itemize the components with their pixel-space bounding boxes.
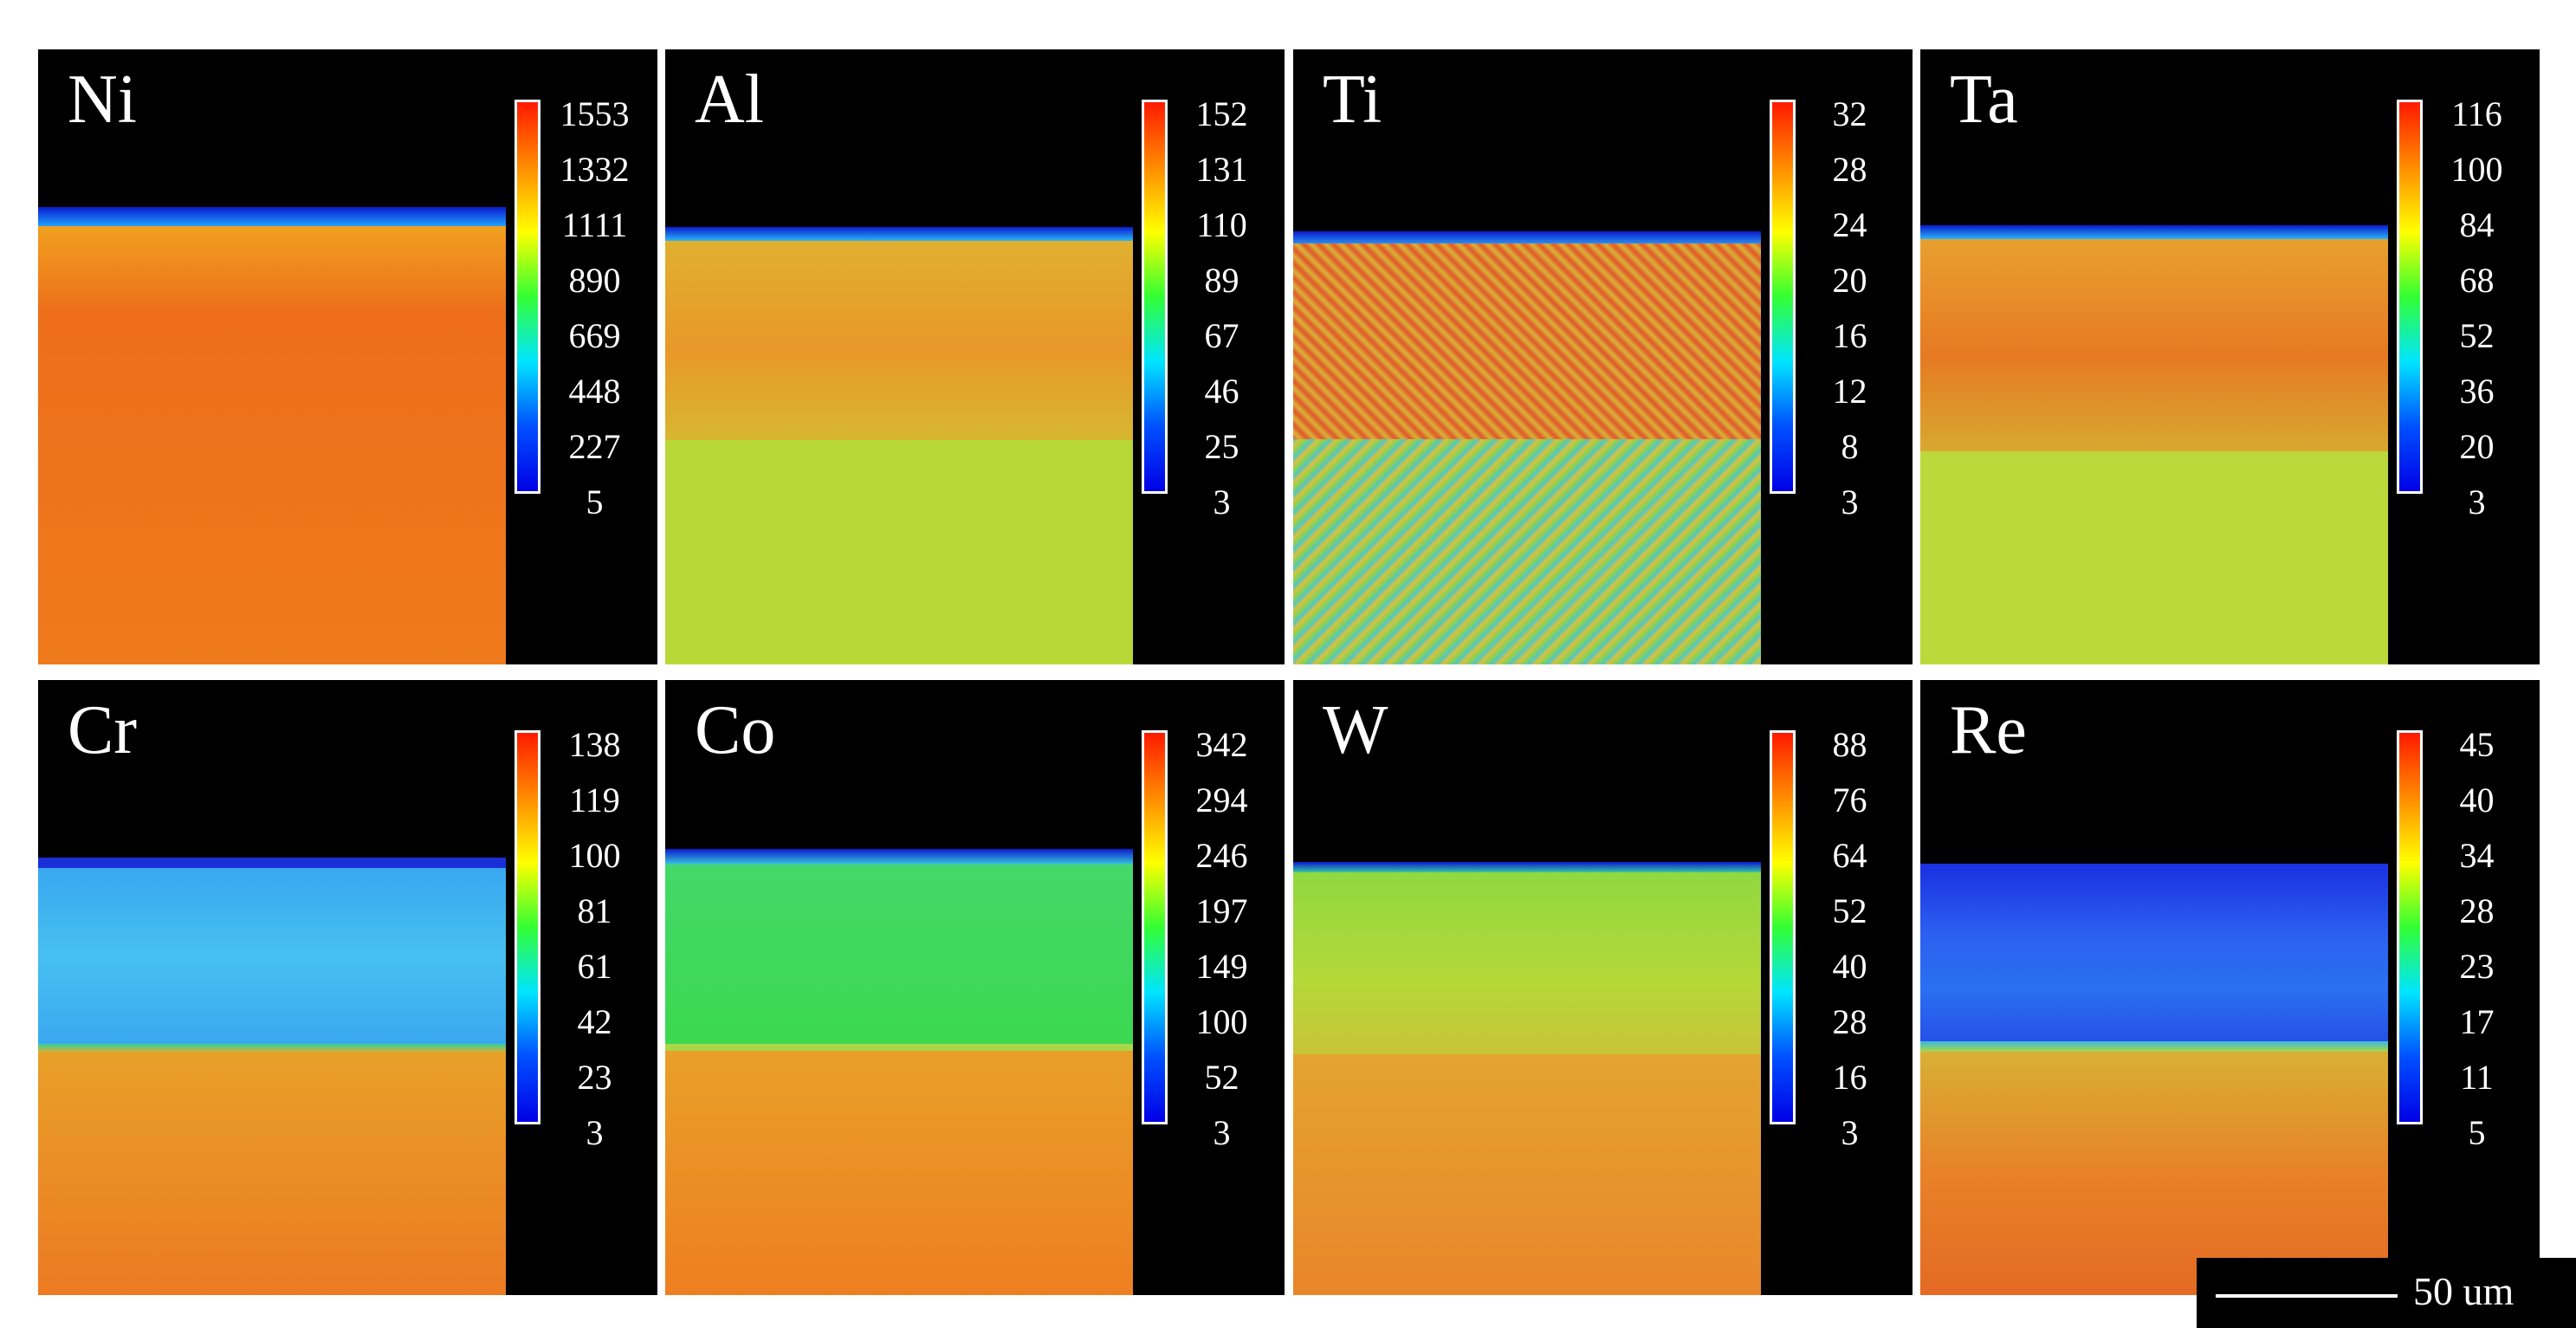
map-image	[665, 49, 1133, 664]
element-label: Al	[695, 62, 764, 138]
colorbar-tick: 197	[1195, 891, 1248, 930]
map-image	[38, 680, 506, 1295]
element-label: Ta	[1950, 62, 2018, 138]
element-label: Co	[695, 692, 776, 768]
colorbar-tick: 1332	[560, 150, 630, 189]
map-panel-ta: Ta 116 100 84 68 52 36 20 3	[1920, 49, 2540, 664]
map-panel-co: Co 342 294 246 197 149 100 52 3	[665, 680, 1285, 1295]
element-label: Ni	[68, 62, 137, 138]
colorbar-tick: 138	[568, 725, 621, 764]
scale-bar-label: 50 um	[2413, 1269, 2515, 1313]
colorbar-tick: 100	[1195, 1002, 1248, 1041]
scale-bar-line	[2216, 1294, 2398, 1298]
map-image	[665, 680, 1133, 1295]
colorbar-tick: 890	[568, 261, 621, 300]
colorbar-tick: 5	[2468, 1113, 2486, 1152]
element-label: Ti	[1323, 62, 1382, 138]
colorbar-tick: 149	[1195, 947, 1248, 986]
colorbar-tick: 25	[1204, 427, 1239, 466]
colorbar-tick: 100	[2450, 150, 2503, 189]
colorbar-tick: 342	[1195, 725, 1248, 764]
map-image	[1920, 49, 2388, 664]
colorbar-tick: 11	[2460, 1058, 2494, 1097]
colorbar-tick: 669	[568, 316, 621, 355]
colorbar-tick: 3	[1841, 1113, 1859, 1152]
colorbar-tick: 16	[1832, 1058, 1867, 1097]
colorbar-tick: 68	[2459, 261, 2495, 300]
colorbar-tick: 61	[577, 947, 612, 986]
colorbar-tick: 152	[1195, 94, 1248, 133]
colorbar	[1770, 730, 1796, 1124]
map-image	[1920, 680, 2388, 1295]
colorbar	[515, 100, 540, 494]
colorbar-tick: 16	[1832, 316, 1867, 355]
colorbar-tick: 32	[1832, 94, 1867, 133]
colorbar-tick: 36	[2459, 372, 2495, 411]
colorbar	[1142, 100, 1168, 494]
colorbar-tick: 20	[2459, 427, 2495, 466]
colorbar-tick: 12	[1832, 372, 1867, 411]
colorbar-tick: 24	[1832, 205, 1867, 244]
map-panel-re: Re 45 40 34 28 23 17 11 5	[1920, 680, 2540, 1295]
colorbar-tick: 81	[577, 891, 612, 930]
element-label: Re	[1950, 692, 2027, 768]
colorbar-tick: 64	[1832, 836, 1867, 875]
colorbar-tick: 67	[1204, 316, 1239, 355]
map-panel-ti: Ti 32 28 24 20 16 12 8 3	[1293, 49, 1913, 664]
colorbar-tick: 8	[1841, 427, 1859, 466]
colorbar-tick: 28	[1832, 1002, 1867, 1041]
colorbar-tick: 100	[568, 836, 621, 875]
colorbar-tick: 5	[586, 483, 604, 521]
colorbar-tick: 3	[2468, 483, 2486, 521]
colorbar-tick: 52	[1204, 1058, 1239, 1097]
map-panel-cr: Cr 138 119 100 81 61 42 23 3	[38, 680, 657, 1295]
colorbar-tick: 40	[1832, 947, 1867, 986]
colorbar-tick: 3	[1841, 483, 1859, 521]
colorbar-tick: 89	[1204, 261, 1239, 300]
map-image	[38, 49, 506, 664]
colorbar	[515, 730, 540, 1124]
colorbar-tick: 84	[2459, 205, 2495, 244]
colorbar-tick: 116	[2451, 94, 2502, 133]
colorbar-tick: 110	[1196, 205, 1247, 244]
colorbar-tick: 294	[1195, 781, 1248, 819]
map-panel-ni: Ni 1553 1332 1111 890 669 448 227 5	[38, 49, 657, 664]
colorbar-tick: 52	[1832, 891, 1867, 930]
colorbar-tick: 1553	[560, 94, 630, 133]
map-panel-al: Al 152 131 110 89 67 46 25 3	[665, 49, 1285, 664]
colorbar-tick: 88	[1832, 725, 1867, 764]
colorbar-tick: 28	[2459, 891, 2495, 930]
colorbar-tick: 131	[1195, 150, 1248, 189]
colorbar-tick: 34	[2459, 836, 2495, 875]
colorbar-tick: 23	[577, 1058, 612, 1097]
colorbar-tick: 28	[1832, 150, 1867, 189]
colorbar	[2397, 730, 2423, 1124]
element-label: W	[1323, 692, 1388, 768]
colorbar-tick: 40	[2459, 781, 2495, 819]
colorbar-tick: 17	[2459, 1002, 2495, 1041]
colorbar	[2397, 100, 2423, 494]
element-label: Cr	[68, 692, 137, 768]
colorbar-tick: 227	[568, 427, 621, 466]
map-image	[1293, 680, 1761, 1295]
colorbar-tick: 1111	[561, 205, 628, 244]
colorbar-tick: 46	[1204, 372, 1239, 411]
colorbar-tick: 3	[586, 1113, 604, 1152]
colorbar-tick: 42	[577, 1002, 612, 1041]
colorbar-tick: 52	[2459, 316, 2495, 355]
colorbar-tick: 45	[2459, 725, 2495, 764]
colorbar-tick: 119	[569, 781, 620, 819]
colorbar-tick: 3	[1213, 1113, 1231, 1152]
colorbar-tick: 246	[1195, 836, 1248, 875]
map-panel-w: W 88 76 64 52 40 28 16 3	[1293, 680, 1913, 1295]
colorbar	[1142, 730, 1168, 1124]
map-image	[1293, 49, 1761, 664]
colorbar-tick: 3	[1213, 483, 1231, 521]
colorbar-tick: 76	[1832, 781, 1867, 819]
colorbar-tick: 20	[1832, 261, 1867, 300]
scale-bar: 50 um	[2197, 1258, 2576, 1328]
colorbar	[1770, 100, 1796, 494]
colorbar-tick: 23	[2459, 947, 2495, 986]
colorbar-tick: 448	[568, 372, 621, 411]
